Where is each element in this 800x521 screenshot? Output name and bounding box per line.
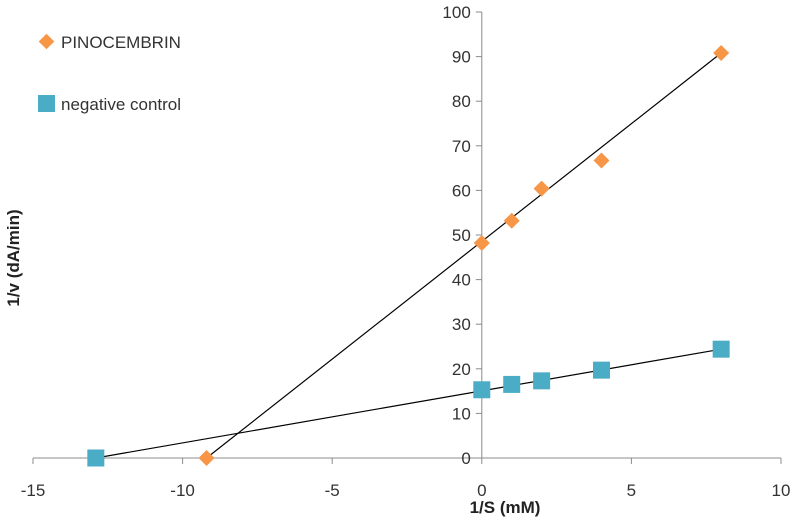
- y-tick-label: 90: [452, 48, 471, 67]
- x-axis-label: 1/S (mM): [470, 498, 541, 517]
- y-tick-label: 20: [452, 360, 471, 379]
- legend-item-negative-control: negative control: [38, 95, 181, 114]
- y-tick-label: 40: [452, 271, 471, 290]
- trendlines: [95, 52, 722, 459]
- point-pinocembrin: [198, 450, 215, 466]
- x-tick-label: -10: [170, 481, 195, 500]
- point-pinocembrin: [533, 180, 550, 197]
- y-ticks: 0 10 20 30 40 50 60 70 80 90 100: [442, 3, 482, 468]
- legend-label-pinocembrin: PINOCEMBRIN: [61, 33, 181, 52]
- legend-marker-negative-control: [38, 95, 55, 112]
- x-tick-label: 5: [627, 481, 636, 500]
- x-ticks: -15 -10 -5 0 5 10: [21, 458, 791, 500]
- y-tick-label: 0: [461, 449, 470, 468]
- y-tick-label: 30: [452, 315, 471, 334]
- x-tick-label: -5: [325, 481, 340, 500]
- point-pinocembrin: [473, 235, 490, 252]
- x-tick-label: -15: [21, 481, 46, 500]
- point-pinocembrin: [593, 152, 610, 169]
- y-tick-label: 60: [452, 181, 471, 200]
- point-negative-control: [503, 375, 521, 393]
- x-tick-label: 10: [772, 481, 791, 500]
- point-negative-control: [592, 361, 610, 379]
- data-points: [87, 45, 730, 467]
- point-negative-control: [473, 381, 491, 399]
- point-negative-control: [87, 449, 105, 467]
- legend-marker-pinocembrin: [38, 33, 55, 50]
- y-tick-label: 80: [452, 92, 471, 111]
- x-tick-label: 0: [477, 481, 486, 500]
- y-tick-label: 10: [452, 404, 471, 423]
- trendline-pinocembrin: [206, 52, 722, 459]
- y-tick-label: 100: [442, 3, 470, 22]
- point-negative-control: [533, 372, 551, 390]
- point-pinocembrin: [713, 45, 730, 62]
- axes: [33, 12, 781, 459]
- y-tick-label: 50: [452, 226, 471, 245]
- y-axis-label: 1/v (dA/min): [4, 209, 23, 306]
- legend-item-pinocembrin: PINOCEMBRIN: [38, 33, 181, 52]
- trendline-negative-control: [95, 348, 722, 459]
- legend-label-negative-control: negative control: [61, 95, 181, 114]
- legend: PINOCEMBRIN negative control: [38, 33, 181, 114]
- point-negative-control: [712, 340, 730, 358]
- y-tick-label: 70: [452, 137, 471, 156]
- point-pinocembrin: [503, 212, 520, 229]
